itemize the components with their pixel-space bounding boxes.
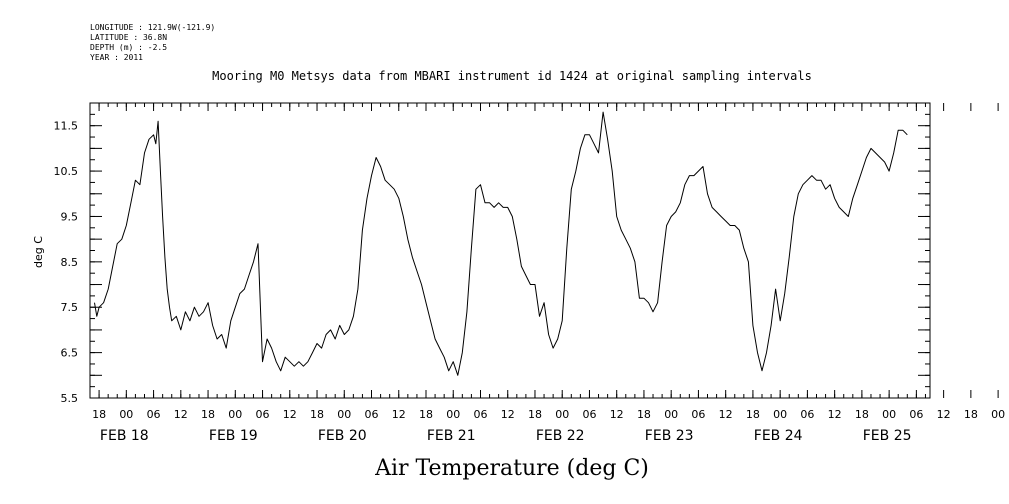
x-tick-label: 18 (964, 408, 978, 421)
x-tick-label: 18 (528, 408, 542, 421)
x-date-label: FEB 22 (536, 428, 585, 444)
x-axis-label: Air Temperature (deg C) (374, 456, 649, 481)
x-tick-label: 00 (446, 408, 460, 421)
x-tick-label: 12 (719, 408, 733, 421)
x-tick-label: 00 (882, 408, 896, 421)
x-tick-label: 00 (773, 408, 787, 421)
x-tick-label: 18 (419, 408, 433, 421)
x-tick-label: 18 (310, 408, 324, 421)
x-date-label: FEB 23 (645, 428, 694, 444)
x-tick-label: 06 (582, 408, 596, 421)
y-tick-label: 11.5 (54, 120, 79, 133)
x-date-label: FEB 19 (209, 428, 258, 444)
x-tick-label: 06 (800, 408, 814, 421)
x-tick-label: 00 (664, 408, 678, 421)
meta-depth: DEPTH (m) : -2.5 (90, 43, 167, 52)
x-tick-label: 06 (473, 408, 487, 421)
x-tick-label: 18 (201, 408, 215, 421)
x-tick-label: 06 (365, 408, 379, 421)
x-tick-label: 06 (909, 408, 923, 421)
x-tick-label: 00 (555, 408, 569, 421)
meta-latitude: LATITUDE : 36.8N (90, 33, 167, 42)
x-tick-label: 06 (147, 408, 161, 421)
series-line (94, 111, 908, 376)
x-tick-label: 12 (610, 408, 624, 421)
x-date-label: FEB 24 (754, 428, 803, 444)
x-tick-label: 06 (691, 408, 705, 421)
meta-year: YEAR : 2011 (90, 53, 143, 62)
x-tick-label: 12 (501, 408, 515, 421)
y-tick-label: 9.5 (61, 210, 79, 223)
y-axis-label: deg C (32, 236, 45, 268)
x-tick-label: 12 (174, 408, 188, 421)
x-date-label: FEB 18 (100, 428, 149, 444)
x-date-label: FEB 20 (318, 428, 367, 444)
x-tick-label: 18 (855, 408, 869, 421)
x-tick-label: 18 (92, 408, 106, 421)
y-tick-label: 5.5 (61, 392, 79, 405)
x-date-label: FEB 25 (863, 428, 912, 444)
y-tick-label: 8.5 (61, 256, 79, 269)
x-tick-label: 12 (828, 408, 842, 421)
x-tick-label: 06 (256, 408, 270, 421)
x-tick-label: 00 (228, 408, 242, 421)
x-tick-label: 00 (337, 408, 351, 421)
chart-title: Mooring M0 Metsys data from MBARI instru… (212, 69, 812, 83)
y-tick-label: 6.5 (61, 347, 79, 360)
x-tick-label: 12 (283, 408, 297, 421)
x-tick-label: 00 (119, 408, 133, 421)
x-tick-label: 00 (991, 408, 1005, 421)
x-tick-label: 18 (746, 408, 760, 421)
y-tick-label: 10.5 (54, 165, 79, 178)
x-tick-label: 18 (637, 408, 651, 421)
x-date-label: FEB 21 (427, 428, 476, 444)
x-tick-label: 12 (937, 408, 951, 421)
y-tick-label: 7.5 (61, 301, 79, 314)
x-tick-label: 12 (392, 408, 406, 421)
plot-marks: 18 00 06 12 18 00 06 12 18 00 06 12 18 00 06 12 18 00 06 12… (54, 102, 1005, 444)
plot-frame (89, 102, 931, 399)
meta-longitude: LONGITUDE : 121.9W(-121.9) (90, 23, 215, 32)
